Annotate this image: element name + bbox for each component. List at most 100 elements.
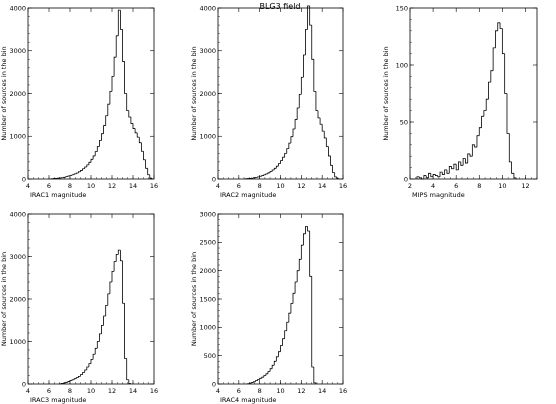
histogram-bin <box>103 315 106 326</box>
x-tick-label: 8 <box>258 182 262 190</box>
x-tick-label: 4 <box>431 182 435 190</box>
histogram-panel-1: 4 6 8 10 12 14 16 0 1000 2000 3000 4000 IRAC1 magnit… <box>0 4 158 199</box>
plot-frame <box>217 213 344 385</box>
histogram-bin <box>120 10 123 30</box>
y-tick-label: 150 <box>396 4 408 12</box>
histogram-bin <box>109 281 112 294</box>
x-tick-label: 10 <box>87 182 95 190</box>
histogram-bin <box>313 59 316 92</box>
histogram-bin <box>126 93 129 111</box>
histogram-bin <box>269 368 273 372</box>
y-tick-label: 0 <box>22 175 26 183</box>
histogram-bin <box>69 174 73 177</box>
histogram-bin <box>109 90 112 105</box>
x-tick-label: 4 <box>26 182 30 190</box>
histogram-bin <box>328 146 331 157</box>
histogram-bin <box>476 135 480 148</box>
y-tick-label: 4000 <box>199 4 216 12</box>
histogram-bin <box>296 107 300 120</box>
histogram-bin <box>273 360 277 366</box>
histogram-bin <box>67 381 70 383</box>
histogram-bin <box>71 174 75 176</box>
x-tick-label: 12 <box>297 387 305 395</box>
histogram-bin <box>451 166 454 170</box>
histogram-bin <box>71 379 75 381</box>
histogram-bin <box>261 376 264 379</box>
x-tick-label: 14 <box>318 182 326 190</box>
histogram-bin <box>483 110 487 117</box>
y-tick-label: 1500 <box>199 295 216 303</box>
x-tick-label: 10 <box>276 182 284 190</box>
histogram-bin <box>124 303 127 359</box>
x-tick-label: 12 <box>521 182 529 190</box>
histogram-bin <box>317 110 321 119</box>
histogram-bin <box>499 22 503 29</box>
histogram-bin <box>88 363 91 367</box>
histogram-bin <box>115 35 119 58</box>
histogram-bin <box>267 172 271 174</box>
histogram-bin <box>124 61 127 94</box>
histogram-bin <box>280 160 283 164</box>
histogram-bin <box>501 28 505 54</box>
histogram-bin <box>130 117 133 124</box>
histogram-bin <box>334 172 337 178</box>
histogram-bin <box>284 152 287 158</box>
x-tick-label: 2 <box>408 182 412 190</box>
histogram-bin <box>465 158 468 164</box>
histogram-bin <box>278 351 281 357</box>
histogram-bin <box>288 142 291 149</box>
histogram-bin <box>481 115 484 128</box>
histogram-bin <box>425 175 429 179</box>
histogram-bin <box>303 233 306 246</box>
histogram-bin <box>446 169 450 174</box>
figure-title: BLG3 field <box>259 2 300 11</box>
histogram-bin <box>113 261 117 272</box>
y-tick-label: 0 <box>404 175 408 183</box>
histogram-bin <box>307 5 310 30</box>
histogram-bin <box>117 249 121 255</box>
histogram-bin <box>448 166 452 174</box>
histogram-bin <box>248 382 252 384</box>
histogram-panel-5: 4 6 8 10 12 14 16 0 500 1000 1500 2000 2500 3000 IRAC4… <box>190 210 347 404</box>
histogram-bin <box>128 110 131 118</box>
histogram-bin <box>126 358 129 381</box>
histogram-bin <box>259 377 262 380</box>
histogram-bin <box>90 358 94 364</box>
histogram-bin <box>458 161 461 170</box>
histogram-bin <box>250 382 254 384</box>
histogram-bin <box>336 176 339 179</box>
histogram-bin <box>421 177 424 180</box>
x-axis-label: IRAC1 magnitude <box>30 191 86 199</box>
x-tick-label: 4 <box>26 387 30 395</box>
histogram-bin <box>263 375 266 378</box>
histogram-bin <box>145 159 148 169</box>
x-tick-label: 6 <box>237 387 241 395</box>
histogram-bin <box>94 151 98 156</box>
plot-frame <box>27 213 155 385</box>
histogram-bin <box>492 47 496 71</box>
histogram-bin <box>305 226 308 234</box>
x-tick-label: 6 <box>454 182 458 190</box>
x-tick-label: 8 <box>68 387 72 395</box>
histogram-bin <box>113 56 117 77</box>
histogram-bin <box>423 175 427 179</box>
histogram-bin <box>441 172 445 175</box>
histogram-bin <box>73 173 77 175</box>
y-tick-label: 50 <box>400 118 408 126</box>
x-tick-label: 14 <box>129 387 137 395</box>
y-tick-label: 4000 <box>9 210 26 218</box>
histogram-bin <box>82 168 85 171</box>
histogram-bin <box>460 161 464 166</box>
plot-frame <box>27 7 155 180</box>
histogram-bin <box>122 29 125 62</box>
y-tick-label: 3000 <box>199 210 216 218</box>
histogram-bin <box>315 91 318 111</box>
histogram-bin <box>257 176 260 178</box>
histogram-bin <box>453 163 457 169</box>
histogram-bin <box>303 54 306 78</box>
y-axis-label: Number of sources in the bin <box>0 252 8 346</box>
x-tick-label: 16 <box>150 387 158 395</box>
histogram-bin <box>435 174 438 176</box>
histogram-bin <box>92 155 96 160</box>
histogram-bin <box>271 169 275 172</box>
